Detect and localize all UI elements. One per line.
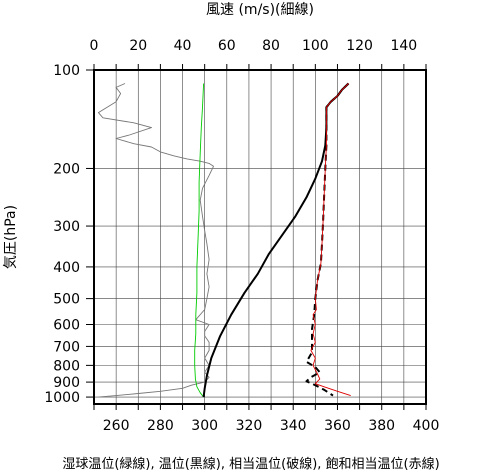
left-tick-label: 600 — [53, 318, 80, 334]
top-axis-ticks: 0 20 40 60 80 100 120 140 — [90, 38, 427, 70]
left-tick-label: 800 — [53, 358, 80, 374]
grid — [93, 69, 427, 404]
series-line-3 — [305, 82, 350, 397]
top-tick-label: 60 — [218, 38, 236, 54]
top-tick-label: 140 — [390, 38, 417, 54]
left-tick-label: 400 — [53, 260, 80, 276]
bottom-tick-label: 280 — [147, 418, 174, 434]
top-tick-label: 80 — [262, 38, 280, 54]
top-tick-label: 20 — [129, 38, 147, 54]
left-tick-label: 100 — [53, 63, 80, 79]
bottom-tick-label: 340 — [280, 418, 307, 434]
left-tick-label: 900 — [53, 375, 80, 391]
series-line-4 — [310, 83, 351, 397]
series-layer — [97, 82, 351, 398]
plot-frame — [93, 69, 427, 405]
bottom-axis-label: 湿球温位(緑線), 温位(黒線), 相当温位(破線), 飽和相当温位(赤線) — [62, 456, 439, 472]
left-tick-label: 700 — [53, 339, 80, 355]
top-tick-label: 0 — [90, 38, 99, 54]
top-axis-label: 風速 (m/s)(細線) — [206, 2, 314, 18]
bottom-tick-label: 300 — [191, 418, 218, 434]
bottom-tick-label: 360 — [324, 418, 351, 434]
bottom-tick-label: 260 — [103, 418, 130, 434]
bottom-axis-ticks: 260 280 300 320 340 360 380 400 — [93, 404, 440, 434]
series-line-1 — [194, 83, 205, 398]
left-tick-label: 200 — [53, 161, 80, 177]
left-tick-label: 300 — [53, 219, 80, 235]
bottom-tick-label: 380 — [368, 418, 395, 434]
left-tick-label: 500 — [53, 292, 80, 308]
bottom-tick-label: 400 — [413, 418, 440, 434]
left-tick-label: 1000 — [44, 390, 80, 406]
series-line-0 — [97, 83, 214, 398]
top-tick-label: 120 — [346, 38, 373, 54]
top-tick-label: 40 — [174, 38, 192, 54]
bottom-tick-label: 320 — [236, 418, 263, 434]
left-axis-label: 気圧(hPa) — [3, 205, 19, 269]
top-tick-label: 100 — [302, 38, 329, 54]
